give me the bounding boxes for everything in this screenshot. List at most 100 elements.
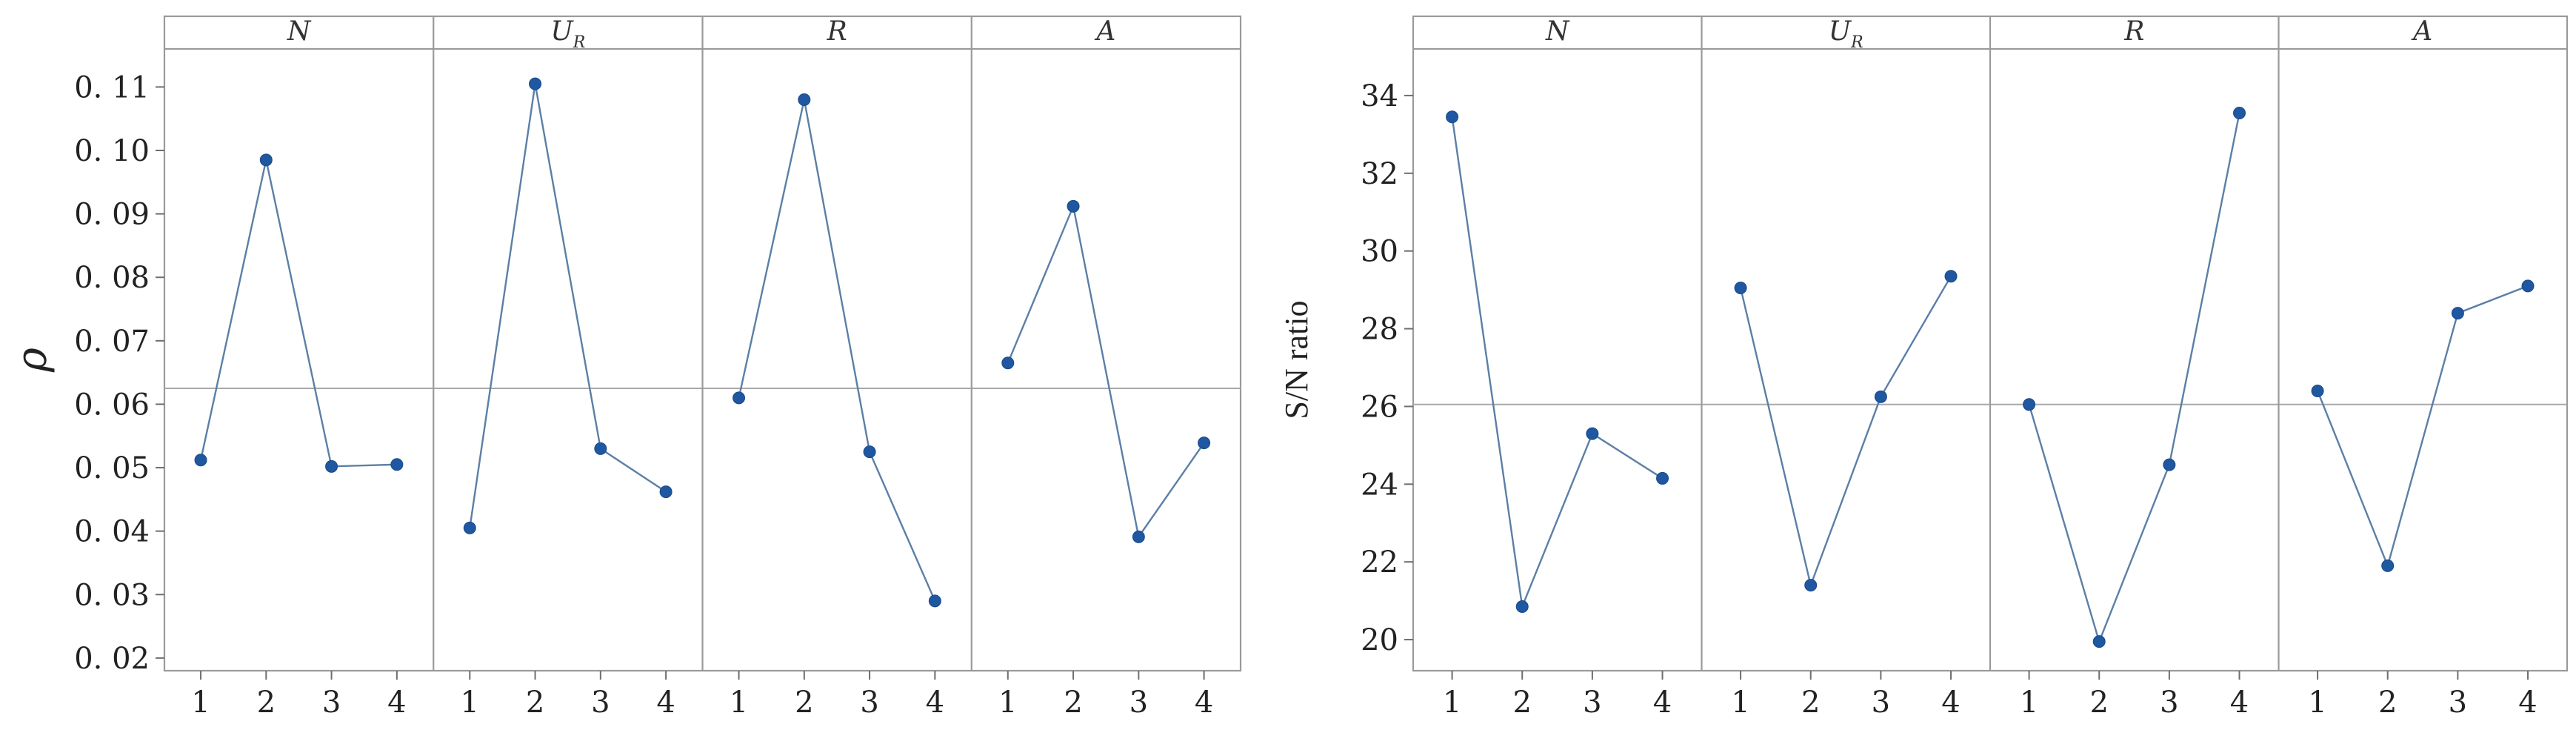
data-point bbox=[390, 458, 404, 471]
x-tick-label: 2 bbox=[795, 686, 813, 720]
x-tick-label: 1 bbox=[1731, 686, 1749, 720]
y-tick-label: 24 bbox=[1361, 468, 1398, 502]
x-tick-label: 4 bbox=[387, 686, 406, 720]
panel-label-text: U bbox=[550, 16, 574, 47]
data-point bbox=[1734, 281, 1747, 294]
panel-label-r: R bbox=[2123, 16, 2144, 47]
x-tick-label: 4 bbox=[1195, 686, 1213, 720]
y-tick-label: 0. 03 bbox=[74, 578, 150, 612]
x-tick-label: 1 bbox=[730, 686, 748, 720]
series-line bbox=[1739, 276, 1952, 588]
panel-label-text: N bbox=[287, 16, 312, 47]
y-tick-label: 34 bbox=[1361, 79, 1398, 113]
y-tick-label: 30 bbox=[1361, 235, 1398, 269]
x-tick-label: 3 bbox=[1872, 686, 1890, 720]
x-tick-label: 3 bbox=[1129, 686, 1148, 720]
series-line bbox=[1451, 116, 1664, 611]
x-tick-label: 1 bbox=[191, 686, 210, 720]
data-point bbox=[194, 454, 207, 467]
y-tick-label: 20 bbox=[1361, 623, 1398, 657]
data-point bbox=[2092, 635, 2106, 648]
data-point bbox=[1804, 579, 1818, 592]
panel-label-n: N bbox=[287, 16, 312, 47]
data-point bbox=[1586, 427, 1599, 440]
data-point bbox=[2163, 458, 2176, 471]
y-tick-label: 0. 06 bbox=[74, 388, 150, 422]
y-tick-label: 32 bbox=[1361, 157, 1398, 191]
x-tick-label: 2 bbox=[1064, 686, 1082, 720]
x-tick-label: 3 bbox=[1583, 686, 1601, 720]
panel-label-subscript: R bbox=[573, 33, 586, 52]
x-tick-label: 1 bbox=[461, 686, 479, 720]
data-point bbox=[733, 391, 746, 405]
data-point bbox=[1515, 600, 1529, 613]
data-point bbox=[1446, 110, 1459, 124]
data-point bbox=[463, 521, 476, 534]
x-tick-label: 3 bbox=[860, 686, 878, 720]
series-line bbox=[199, 159, 397, 468]
data-point bbox=[863, 445, 876, 459]
x-tick-label: 4 bbox=[1653, 686, 1672, 720]
y-tick-label: 0. 08 bbox=[74, 261, 150, 295]
panel-label-text: A bbox=[2411, 16, 2432, 47]
data-point bbox=[1001, 356, 1015, 370]
x-tick-label: 2 bbox=[526, 686, 544, 720]
data-point bbox=[2381, 559, 2395, 572]
y-tick-label: 0. 11 bbox=[74, 70, 150, 104]
y-tick-label: 0. 04 bbox=[74, 515, 150, 549]
x-tick-label: 1 bbox=[1443, 686, 1461, 720]
panel-label-u: UR bbox=[1829, 16, 1863, 52]
series-line bbox=[1007, 203, 1205, 540]
x-tick-label: 2 bbox=[1801, 686, 1820, 720]
y-tick-label: 22 bbox=[1361, 545, 1398, 580]
x-tick-label: 1 bbox=[2308, 686, 2326, 720]
panel-label-text: A bbox=[1094, 16, 1115, 47]
x-tick-label: 4 bbox=[656, 686, 675, 720]
data-point bbox=[594, 442, 607, 455]
data-point bbox=[325, 459, 338, 473]
y-tick-label: 0. 09 bbox=[74, 198, 150, 232]
y-tick-label: 0. 05 bbox=[74, 451, 150, 485]
data-point bbox=[2521, 279, 2535, 293]
x-tick-label: 1 bbox=[998, 686, 1017, 720]
data-point bbox=[1132, 530, 1145, 543]
series-line bbox=[2316, 285, 2529, 569]
series-line bbox=[2028, 113, 2240, 645]
y-axis-label: S/N ratio bbox=[1278, 300, 1315, 419]
x-tick-label: 3 bbox=[2449, 686, 2467, 720]
x-tick-label: 3 bbox=[591, 686, 610, 720]
panel-label-text: U bbox=[1829, 16, 1852, 47]
x-tick-label: 4 bbox=[2518, 686, 2537, 720]
x-tick-label: 3 bbox=[322, 686, 341, 720]
panel-label-n: N bbox=[1545, 16, 1570, 47]
y-tick-label: 28 bbox=[1361, 313, 1398, 347]
data-point bbox=[928, 594, 941, 608]
y-tick-label: 0. 02 bbox=[74, 642, 150, 676]
data-point bbox=[1944, 270, 1958, 283]
y-tick-label: 0. 10 bbox=[74, 134, 150, 168]
data-point bbox=[1198, 437, 1211, 450]
x-tick-label: 2 bbox=[257, 686, 276, 720]
rho-main-effects-chart: 0. 02 0. 03 0. 04 0. 05 0. 06 0. 07 0. 08 0. 09… bbox=[8, 15, 1242, 720]
data-point bbox=[259, 153, 273, 167]
data-point bbox=[1067, 199, 1080, 213]
data-point bbox=[798, 93, 811, 106]
x-tick-label: 2 bbox=[2378, 686, 2397, 720]
data-point bbox=[1874, 390, 1887, 403]
x-tick-label: 2 bbox=[2090, 686, 2109, 720]
y-tick-label: 0. 07 bbox=[74, 325, 150, 359]
data-point bbox=[2451, 307, 2464, 320]
panel-label-text: R bbox=[827, 16, 847, 47]
panel-label-u: UR bbox=[550, 16, 585, 52]
panel-label-r: R bbox=[827, 16, 847, 47]
data-point bbox=[2311, 384, 2324, 397]
data-point bbox=[1656, 471, 1669, 485]
series-line bbox=[738, 99, 936, 602]
data-point bbox=[529, 77, 542, 90]
series-line bbox=[469, 83, 667, 528]
y-tick-label: 26 bbox=[1361, 390, 1398, 424]
x-tick-label: 2 bbox=[1513, 686, 1532, 720]
y-axis-label: ρ bbox=[8, 348, 56, 373]
